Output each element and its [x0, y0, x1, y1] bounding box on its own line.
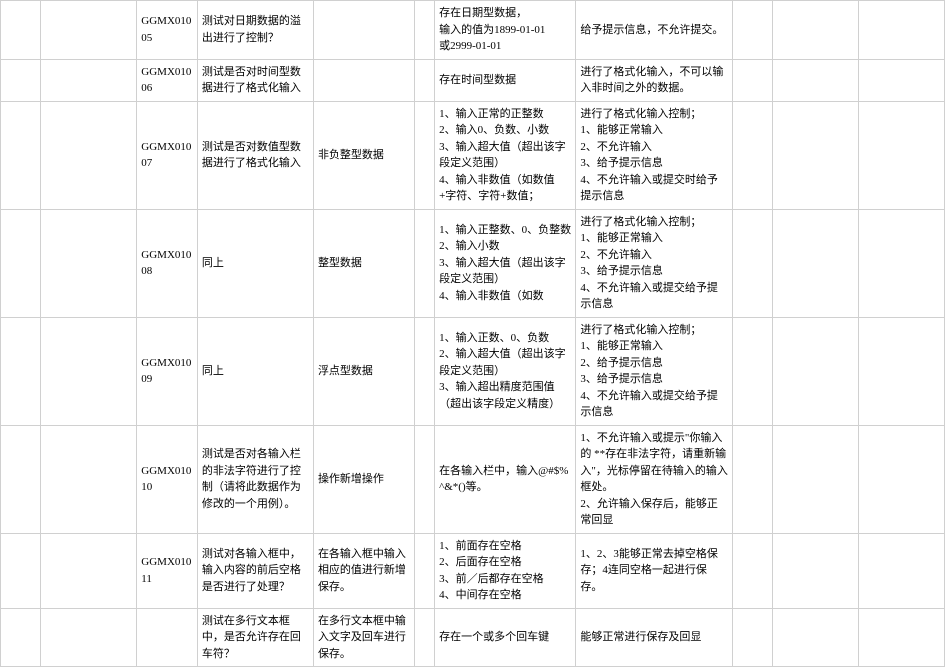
table-cell: [414, 533, 434, 608]
table-cell: 1、2、3能够正常去掉空格保存；4连同空格一起进行保存。: [576, 533, 732, 608]
table-cell: [41, 209, 137, 317]
table-cell: [732, 425, 772, 533]
table-row: GGMX01010测试是否对各输入栏的非法字符进行了控制（请将此数据作为修改的一…: [1, 425, 945, 533]
table-cell: [41, 425, 137, 533]
table-cell: GGMX01009: [137, 317, 198, 425]
table-cell: 存在日期型数据，输入的值为1899-01-01或2999-01-01: [435, 1, 576, 60]
table-cell: [732, 209, 772, 317]
table-cell: 存在一个或多个回车键: [435, 608, 576, 667]
table-cell: [414, 317, 434, 425]
table-cell: [1, 209, 41, 317]
table-cell: [773, 59, 859, 101]
table-cell: [41, 533, 137, 608]
table-cell: [773, 101, 859, 209]
table-cell: 整型数据: [313, 209, 414, 317]
table-row: GGMX01007测试是否对数值型数据进行了格式化输入非负整型数据1、输入正常的…: [1, 101, 945, 209]
table-row: GGMX01011测试对各输入框中，输入内容的前后空格是否进行了处理？在各输入框…: [1, 533, 945, 608]
table-cell: [137, 608, 198, 667]
table-cell: 能够正常进行保存及回显: [576, 608, 732, 667]
table-cell: [859, 317, 945, 425]
table-cell: [1, 1, 41, 60]
table-cell: GGMX01006: [137, 59, 198, 101]
table-cell: 操作新增操作: [313, 425, 414, 533]
table-cell: GGMX01011: [137, 533, 198, 608]
table-cell: 测试在多行文本框中，是否允许存在回车符？: [197, 608, 313, 667]
table-cell: [414, 425, 434, 533]
table-cell: [732, 101, 772, 209]
table-cell: 非负整型数据: [313, 101, 414, 209]
table-cell: GGMX01010: [137, 425, 198, 533]
table-cell: 测试对日期数据的溢出进行了控制？: [197, 1, 313, 60]
table-cell: [414, 101, 434, 209]
table-cell: [773, 317, 859, 425]
table-cell: 测试是否对各输入栏的非法字符进行了控制（请将此数据作为修改的一个用例）。: [197, 425, 313, 533]
data-grid: GGMX01005测试对日期数据的溢出进行了控制？ 存在日期型数据，输入的值为18…: [0, 0, 945, 667]
table-row: GGMX01006测试是否对时间型数据进行了格式化输入 存在时间型数据进行了格式化…: [1, 59, 945, 101]
table-cell: [1, 425, 41, 533]
table-cell: 测试对各输入框中，输入内容的前后空格是否进行了处理？: [197, 533, 313, 608]
table-cell: 1、不允许输入或提示"你输入的 **存在非法字符，请重新输入"，光标停留在待输入…: [576, 425, 732, 533]
table-cell: [313, 1, 414, 60]
table-cell: [732, 59, 772, 101]
table-cell: [41, 317, 137, 425]
table-cell: [41, 101, 137, 209]
table-cell: [41, 608, 137, 667]
table-cell: [859, 608, 945, 667]
table-cell: 存在时间型数据: [435, 59, 576, 101]
table-cell: [313, 59, 414, 101]
table-cell: 1、前面存在空格2、后面存在空格3、前／后都存在空格4、中间存在空格: [435, 533, 576, 608]
table-cell: [1, 101, 41, 209]
table-cell: 进行了格式化输入控制；1、能够正常输入2、给予提示信息3、给予提示信息4、不允许…: [576, 317, 732, 425]
table-cell: GGMX01007: [137, 101, 198, 209]
table-cell: [859, 209, 945, 317]
table-cell: [859, 59, 945, 101]
table-cell: 在多行文本框中输入文字及回车进行保存。: [313, 608, 414, 667]
table-cell: 1、输入正数、0、负数2、输入超大值（超出该字段定义范围）3、输入超出精度范围值…: [435, 317, 576, 425]
table-row: GGMX01008同上整型数据1、输入正整数、0、负整数2、输入小数3、输入超大…: [1, 209, 945, 317]
table-cell: [859, 533, 945, 608]
table-cell: [732, 317, 772, 425]
table-cell: [773, 608, 859, 667]
table-cell: [732, 533, 772, 608]
table-row: GGMX01009同上浮点型数据1、输入正数、0、负数2、输入超大值（超出该字段…: [1, 317, 945, 425]
table-cell: 1、输入正整数、0、负整数2、输入小数3、输入超大值（超出该字段定义范围）4、输…: [435, 209, 576, 317]
table-cell: [773, 425, 859, 533]
table-cell: [1, 608, 41, 667]
table-cell: [414, 209, 434, 317]
table-cell: 同上: [197, 209, 313, 317]
table-cell: [732, 1, 772, 60]
table-cell: 测试是否对时间型数据进行了格式化输入: [197, 59, 313, 101]
table-cell: [1, 59, 41, 101]
table-cell: [41, 1, 137, 60]
table-cell: 1、输入正常的正整数2、输入0、负数、小数3、输入超大值（超出该字段定义范围）4…: [435, 101, 576, 209]
table-cell: [773, 1, 859, 60]
table-cell: [859, 1, 945, 60]
table-row: 测试在多行文本框中，是否允许存在回车符？在多行文本框中输入文字及回车进行保存。存…: [1, 608, 945, 667]
table-cell: [414, 608, 434, 667]
table-cell: 在各输入栏中，输入@#$%^&*()等。: [435, 425, 576, 533]
table-cell: 进行了格式化输入，不可以输入非时间之外的数据。: [576, 59, 732, 101]
table-cell: 进行了格式化输入控制；1、能够正常输入2、不允许输入3、给予提示信息4、不允许输…: [576, 209, 732, 317]
table-cell: [773, 209, 859, 317]
table-cell: [414, 59, 434, 101]
table-cell: GGMX01008: [137, 209, 198, 317]
table-cell: [41, 59, 137, 101]
table-cell: [859, 425, 945, 533]
table-cell: GGMX01005: [137, 1, 198, 60]
table-cell: [859, 101, 945, 209]
table-cell: [414, 1, 434, 60]
table-cell: 在各输入框中输入相应的值进行新增保存。: [313, 533, 414, 608]
table-cell: [732, 608, 772, 667]
table-cell: 浮点型数据: [313, 317, 414, 425]
table-cell: 同上: [197, 317, 313, 425]
table-cell: [1, 317, 41, 425]
table-cell: 进行了格式化输入控制；1、能够正常输入2、不允许输入3、给予提示信息4、不允许输…: [576, 101, 732, 209]
table-cell: [1, 533, 41, 608]
table-cell: 给予提示信息，不允许提交。: [576, 1, 732, 60]
table-row: GGMX01005测试对日期数据的溢出进行了控制？ 存在日期型数据，输入的值为18…: [1, 1, 945, 60]
table-cell: [773, 533, 859, 608]
table-cell: 测试是否对数值型数据进行了格式化输入: [197, 101, 313, 209]
